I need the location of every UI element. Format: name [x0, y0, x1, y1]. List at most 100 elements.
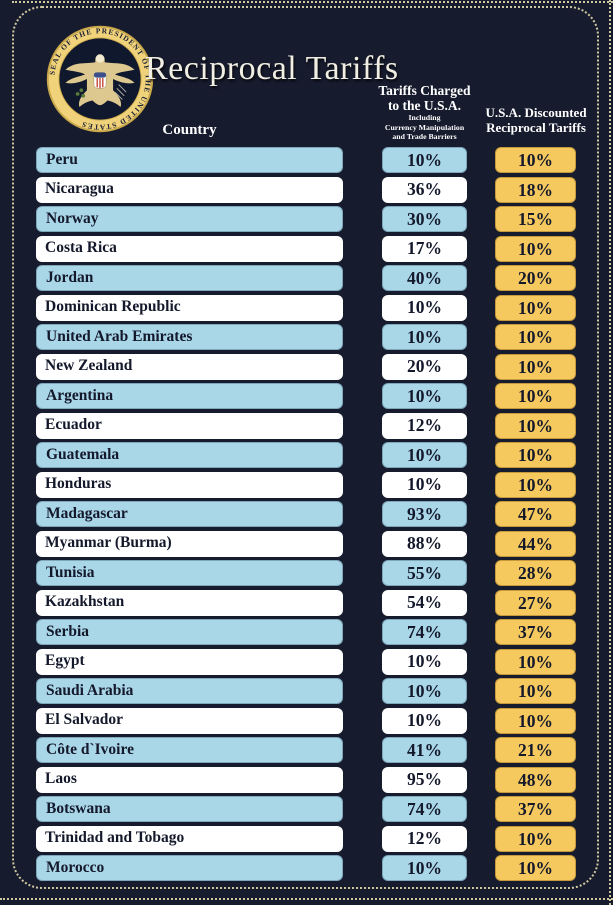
charged-tariff-cell: 20% — [382, 353, 467, 380]
table-row: Botswana 74% 37% — [0, 796, 613, 826]
discounted-tariff-cell: 10% — [495, 294, 576, 321]
discounted-tariff-cell: 10% — [495, 707, 576, 734]
charged-tariff-cell: 74% — [382, 619, 467, 645]
country-cell: Honduras — [36, 471, 343, 498]
discounted-tariff-cell: 10% — [495, 353, 576, 380]
table-row: Norway 30% 15% — [0, 206, 613, 236]
discounted-tariff-cell: 10% — [495, 471, 576, 498]
country-cell: Jordan — [36, 265, 343, 291]
table-row: Trinidad and Tobago 12% 10% — [0, 825, 613, 856]
table-row: Madagascar 93% 47% — [0, 501, 613, 531]
discounted-tariff-cell: 10% — [495, 648, 576, 675]
charged-tariff-cell: 10% — [382, 442, 467, 468]
discounted-tariff-cell: 37% — [495, 619, 576, 645]
charged-header-line2: to the U.S.A. — [387, 98, 462, 114]
table-row: Côte d`Ivoire 41% 21% — [0, 737, 613, 767]
discounted-tariff-cell: 47% — [495, 501, 576, 527]
charged-tariff-cell: 12% — [382, 825, 467, 852]
discounted-tariff-cell: 21% — [495, 737, 576, 763]
discounted-tariff-cell: 44% — [495, 530, 576, 557]
country-cell: United Arab Emirates — [36, 324, 343, 350]
table-row: Kazakhstan 54% 27% — [0, 589, 613, 620]
table-row: Nicaragua 36% 18% — [0, 176, 613, 207]
discounted-tariff-cell: 10% — [495, 235, 576, 262]
eagle-head — [95, 54, 105, 63]
arrows — [114, 84, 127, 100]
presidential-seal-icon: SEAL OF THE PRESIDENT OF THE UNITED STAT… — [46, 25, 154, 133]
page-title: Reciprocal Tariffs — [145, 50, 399, 87]
table-row: Laos 95% 48% — [0, 766, 613, 797]
country-cell: Costa Rica — [36, 235, 343, 262]
country-cell: Dominican Republic — [36, 294, 343, 321]
table-row: Morocco 10% 10% — [0, 855, 613, 885]
charged-tariff-cell: 93% — [382, 501, 467, 527]
charged-tariff-cell: 10% — [382, 678, 467, 704]
table-row: Ecuador 12% 10% — [0, 412, 613, 443]
country-cell: Nicaragua — [36, 176, 343, 203]
country-cell: Norway — [36, 206, 343, 232]
outer-dotted-line-top — [12, 1, 613, 3]
discounted-tariff-cell: 20% — [495, 265, 576, 291]
charged-header-sub2: Currency Manipulation — [384, 122, 465, 132]
charged-tariff-cell: 10% — [382, 324, 467, 350]
table-row: New Zealand 20% 10% — [0, 353, 613, 384]
country-cell: Peru — [36, 147, 343, 173]
discounted-tariff-cell: 10% — [495, 855, 576, 881]
country-cell: Laos — [36, 766, 343, 793]
charged-tariff-cell: 10% — [382, 147, 467, 173]
table-row: Dominican Republic 10% 10% — [0, 294, 613, 325]
table-row: Egypt 10% 10% — [0, 648, 613, 679]
column-header-discounted: U.S.A. Discounted Reciprocal Tariffs — [466, 105, 606, 136]
charged-tariff-cell: 10% — [382, 471, 467, 498]
table-row: Honduras 10% 10% — [0, 471, 613, 502]
discounted-tariff-cell: 10% — [495, 678, 576, 704]
discounted-tariff-cell: 15% — [495, 206, 576, 232]
discounted-tariff-cell: 10% — [495, 383, 576, 409]
charged-tariff-cell: 55% — [382, 560, 467, 586]
table-row: Costa Rica 17% 10% — [0, 235, 613, 266]
charged-tariff-cell: 10% — [382, 707, 467, 734]
charged-tariff-cell: 36% — [382, 176, 467, 203]
country-cell: Morocco — [36, 855, 343, 881]
country-cell: Saudi Arabia — [36, 678, 343, 704]
country-cell: Tunisia — [36, 560, 343, 586]
table-row: Serbia 74% 37% — [0, 619, 613, 649]
country-cell: Argentina — [36, 383, 343, 409]
discounted-tariff-cell: 27% — [495, 589, 576, 616]
charged-tariff-cell: 10% — [382, 294, 467, 321]
column-header-country: Country — [162, 122, 217, 138]
charged-tariff-cell: 10% — [382, 383, 467, 409]
charged-tariff-cell: 88% — [382, 530, 467, 557]
discounted-tariff-cell: 28% — [495, 560, 576, 586]
country-cell: Egypt — [36, 648, 343, 675]
country-cell: Guatemala — [36, 442, 343, 468]
discounted-tariff-cell: 10% — [495, 825, 576, 852]
outer-dotted-line-right — [609, 0, 611, 905]
outer-dotted-line-bottom — [0, 898, 613, 900]
table-row: Peru 10% 10% — [0, 147, 613, 177]
charged-tariff-cell: 41% — [382, 737, 467, 763]
country-cell: Côte d`Ivoire — [36, 737, 343, 763]
country-cell: Kazakhstan — [36, 589, 343, 616]
discounted-tariff-cell: 10% — [495, 412, 576, 439]
table-row: El Salvador 10% 10% — [0, 707, 613, 738]
charged-tariff-cell: 54% — [382, 589, 467, 616]
charged-header-line1: Tariffs Charged — [378, 83, 471, 98]
country-cell: Myanmar (Burma) — [36, 530, 343, 557]
table-row: United Arab Emirates 10% 10% — [0, 324, 613, 354]
olive-branch — [75, 88, 86, 98]
charged-header-sub3: and Trade Barriers — [392, 131, 457, 141]
charged-tariff-cell: 95% — [382, 766, 467, 793]
discounted-tariff-cell: 48% — [495, 766, 576, 793]
column-header-charged: Tariffs Charged to the U.S.A. Including … — [354, 83, 495, 141]
charged-tariff-cell: 40% — [382, 265, 467, 291]
table-row: Tunisia 55% 28% — [0, 560, 613, 590]
discounted-header-line2: Reciprocal Tariffs — [486, 119, 586, 135]
table-row: Argentina 10% 10% — [0, 383, 613, 413]
eagle-shield — [93, 72, 107, 89]
country-cell: New Zealand — [36, 353, 343, 380]
dotted-frame-border — [12, 6, 599, 889]
charged-tariff-cell: 12% — [382, 412, 467, 439]
tariff-table: Peru 10% 10% Nicaragua 36% 18% Norway 30% 15% Cos… — [0, 147, 613, 885]
